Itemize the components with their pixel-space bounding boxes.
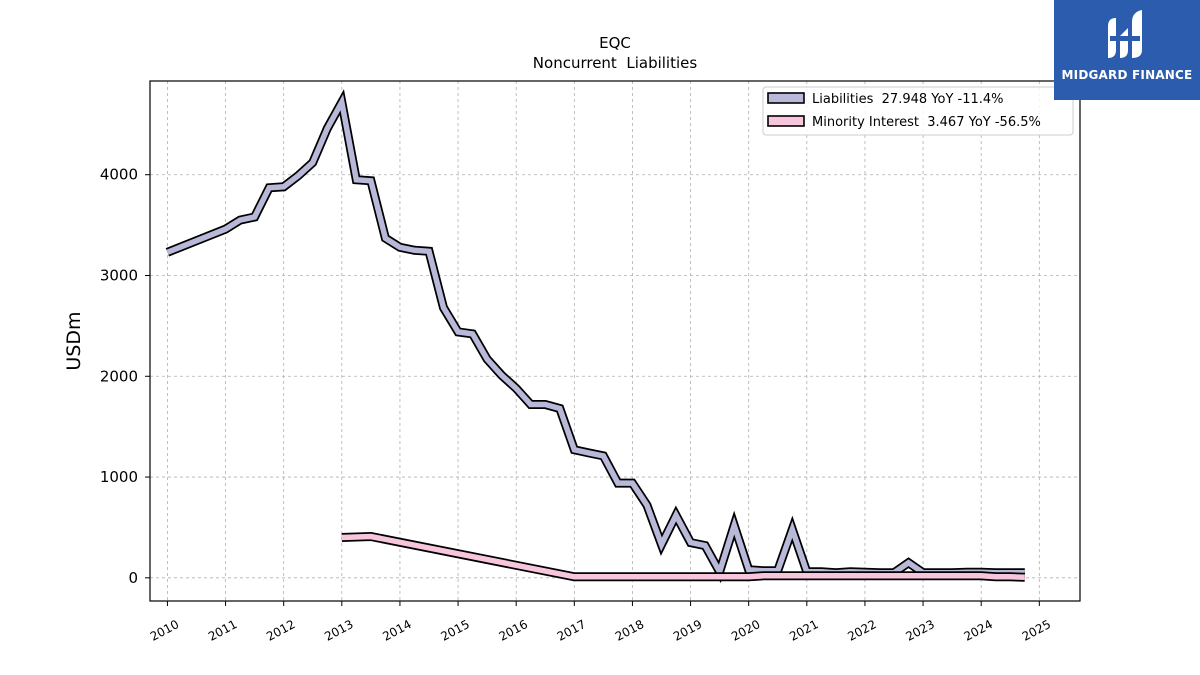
x-tick-label: 2016 — [497, 617, 531, 644]
y-axis: 0 1000 2000 3000 4000 — [100, 166, 150, 587]
x-tick-label: 2022 — [845, 617, 879, 644]
x-tick-label: 2021 — [787, 617, 821, 644]
x-tick-label: 2020 — [729, 617, 763, 644]
x-tick-label: 2014 — [380, 617, 414, 644]
legend-label-liabilities: Liabilities 27.948 YoY -11.4% — [812, 92, 1004, 107]
brand-logo: MIDGARD FINANCE — [1054, 0, 1200, 100]
series-outline-liabilities — [165, 89, 1025, 584]
legend-swatch-minority-interest — [767, 115, 805, 127]
series-layer — [165, 89, 1025, 584]
y-axis-label: USDm — [63, 311, 85, 370]
plot-frame — [149, 80, 1081, 602]
x-tick-label: 2011 — [206, 617, 240, 644]
x-tick-label: 2018 — [613, 617, 647, 644]
legend-box — [762, 86, 1074, 136]
brand-name: MIDGARD FINANCE — [1061, 68, 1193, 82]
x-axis: 2010 2011 2012 2013 2014 2015 2016 2017 2018 2019… — [148, 601, 1053, 644]
x-tick-label: 2012 — [264, 617, 298, 644]
x-tick-label: 2017 — [555, 617, 589, 644]
legend-label-minority-interest: Minority Interest 3.467 YoY -56.5% — [812, 115, 1041, 130]
y-tick-label: 2000 — [100, 367, 138, 385]
x-tick-label: 2019 — [671, 617, 705, 644]
gridlines — [150, 81, 1080, 601]
chart-subtitle: Noncurrent Liabilities — [533, 54, 698, 72]
y-tick-label: 4000 — [100, 166, 138, 184]
series-line-minority-interest — [341, 533, 1025, 581]
x-tick-label: 2024 — [962, 617, 996, 644]
y-tick-label: 1000 — [100, 468, 138, 486]
legend: Liabilities 27.948 YoY -11.4% Minority I… — [762, 86, 1074, 136]
x-tick-label: 2023 — [903, 617, 937, 644]
x-tick-label: 2015 — [438, 617, 472, 644]
x-tick-label: 2010 — [148, 617, 182, 644]
legend-swatch-liabilities — [767, 92, 805, 104]
brand-mark-icon — [1108, 10, 1142, 58]
x-tick-label: 2025 — [1020, 617, 1054, 644]
chart-title: EQC — [599, 34, 631, 52]
x-tick-label: 2013 — [322, 617, 356, 644]
y-tick-label: 0 — [128, 569, 138, 587]
y-tick-label: 3000 — [100, 266, 138, 284]
